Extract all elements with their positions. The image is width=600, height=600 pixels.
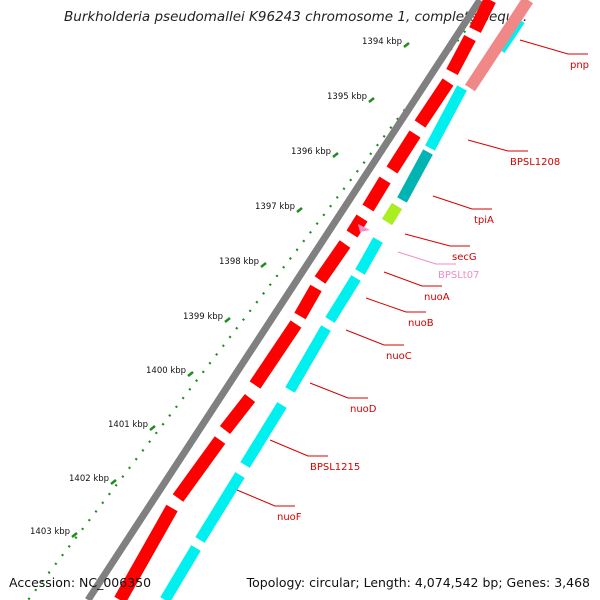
reverse-cds[interactable] <box>425 85 467 151</box>
forward-cds[interactable] <box>219 393 256 435</box>
ruler-tick-label: 1397 kbp <box>255 202 295 212</box>
forward-cds[interactable] <box>446 34 476 76</box>
forward-cds[interactable] <box>414 78 454 128</box>
ruler-tick-label: 1400 kbp <box>146 366 186 376</box>
kbp-ruler: 1394 kbp 1395 kbp 1396 kbp 1397 kbp 1398 kbp… <box>27 0 491 600</box>
ruler-tick <box>71 532 78 538</box>
topology-text: Topology: circular; Length: 4,074,542 bp… <box>246 575 590 590</box>
gene-leader-line <box>519 39 588 55</box>
gene-label[interactable]: BPSLt07 <box>438 270 479 281</box>
gene-leader-line <box>269 439 328 457</box>
gene-label[interactable]: pnp <box>570 60 589 71</box>
trna-gene[interactable] <box>358 224 370 232</box>
forward-cds[interactable] <box>294 284 322 320</box>
ruler-tick-label: 1396 kbp <box>291 147 331 157</box>
ruler-tick-label: 1395 kbp <box>327 92 367 102</box>
gene-leader-line <box>365 297 426 313</box>
ruler-tick-label: 1401 kbp <box>108 420 148 430</box>
reverse-cds[interactable] <box>240 402 287 468</box>
gene-leader-line <box>397 251 456 265</box>
map-title: Burkholderia pseudomallei K96243 chromos… <box>64 9 528 25</box>
gene-leader-line <box>383 271 442 287</box>
gene-leader-line <box>236 489 295 507</box>
secg-gene[interactable] <box>381 202 403 226</box>
ruler-tick <box>332 152 339 158</box>
gene-labels: pnp BPSL1208 tpiA secG BPSLt07 nuoA nuoB nuoC nu… <box>236 39 589 523</box>
ruler-tick <box>224 317 231 323</box>
reverse-cds[interactable] <box>397 149 433 203</box>
forward-cds[interactable] <box>249 320 302 389</box>
reverse-cds[interactable] <box>195 472 245 543</box>
reverse-cds[interactable] <box>160 545 201 600</box>
ruler-tick-label: 1403 kbp <box>30 527 70 537</box>
reverse-cds[interactable] <box>285 325 331 393</box>
reverse-cds[interactable] <box>325 275 361 323</box>
ruler-tick <box>368 97 375 103</box>
ruler-tick-label: 1402 kbp <box>69 474 109 484</box>
ruler-tick <box>403 42 410 48</box>
backbone <box>85 0 483 600</box>
ruler-tick <box>110 479 117 485</box>
forward-cds[interactable] <box>172 436 226 502</box>
gene-label[interactable]: BPSL1208 <box>510 157 560 168</box>
feature-tracks <box>85 0 534 600</box>
forward-cds[interactable] <box>346 214 368 238</box>
ruler-tick-label: 1399 kbp <box>183 312 223 322</box>
pnp-gene[interactable] <box>464 0 534 92</box>
gene-leader-line <box>467 139 528 152</box>
ruler-tick <box>260 262 267 268</box>
gene-label[interactable]: nuoF <box>277 512 302 523</box>
gene-label[interactable]: nuoA <box>424 292 450 303</box>
ruler-tick <box>296 207 303 213</box>
forward-cds[interactable] <box>386 130 421 174</box>
accession-text: Accession: NC_006350 <box>9 575 152 590</box>
forward-cds[interactable] <box>362 176 391 212</box>
forward-cds[interactable] <box>314 240 351 284</box>
gene-leader-line <box>309 382 368 399</box>
gene-leader-line <box>404 233 470 247</box>
ruler-tick-label: 1394 kbp <box>362 37 402 47</box>
gene-label[interactable]: secG <box>452 252 477 263</box>
gene-label[interactable]: nuoC <box>386 351 412 362</box>
gene-label[interactable]: nuoD <box>350 404 377 415</box>
forward-cds[interactable] <box>114 504 178 600</box>
forward-cds[interactable] <box>469 0 496 33</box>
gene-label[interactable]: tpiA <box>474 215 494 226</box>
gene-leader-line <box>432 195 492 210</box>
ruler-tick-label: 1398 kbp <box>219 257 259 267</box>
gene-label[interactable]: BPSL1215 <box>310 462 360 473</box>
gene-label[interactable]: nuoB <box>408 318 434 329</box>
ruler-tick <box>187 371 194 377</box>
reverse-cds[interactable] <box>355 237 383 275</box>
gene-leader-line <box>345 329 404 346</box>
ruler-tick <box>149 425 156 431</box>
